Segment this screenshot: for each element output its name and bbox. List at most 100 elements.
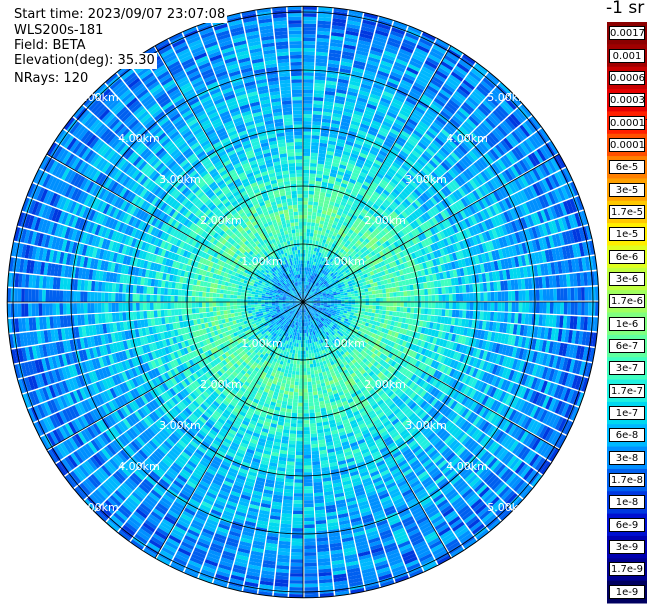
- beta-cell: [320, 188, 327, 193]
- beta-cell: [369, 196, 377, 204]
- beta-cell: [354, 290, 358, 294]
- beta-cell: [414, 295, 418, 302]
- beta-cell: [304, 267, 307, 271]
- beta-cell: [322, 274, 327, 279]
- beta-cell: [303, 51, 315, 56]
- beta-cell: [408, 214, 416, 222]
- beta-cell: [339, 164, 347, 170]
- beta-cell: [306, 336, 309, 341]
- beta-cell: [379, 306, 383, 310]
- beta-cell: [431, 302, 436, 309]
- beta-cell: [311, 142, 319, 147]
- beta-cell: [469, 284, 474, 293]
- beta-cell: [303, 27, 316, 31]
- beta-cell: [470, 68, 484, 80]
- beta-cell: [322, 174, 330, 180]
- beta-cell: [323, 199, 330, 205]
- beta-cell: [327, 222, 333, 228]
- beta-cell: [391, 125, 402, 133]
- beta-cell: [504, 302, 509, 312]
- beta-cell: [319, 281, 323, 285]
- beta-cell: [421, 153, 431, 162]
- beta-cell: [416, 44, 430, 54]
- beta-cell: [321, 242, 326, 247]
- beta-cell: [323, 235, 328, 241]
- beta-cell: [438, 201, 446, 211]
- beta-cell: [359, 123, 370, 130]
- beta-cell: [412, 84, 424, 94]
- beta-cell: [438, 190, 447, 199]
- beta-cell: [303, 173, 310, 177]
- beta-cell: [380, 192, 388, 199]
- beta-cell: [352, 67, 364, 74]
- beta-cell: [429, 207, 437, 217]
- beta-cell: [375, 309, 380, 314]
- beta-cell: [445, 123, 456, 134]
- beta-cell: [354, 220, 360, 226]
- beta-cell: [382, 90, 394, 99]
- beta-cell: [454, 65, 468, 76]
- beta-cell: [308, 353, 312, 358]
- beta-cell: [484, 136, 495, 148]
- beta-cell: [361, 305, 366, 309]
- beta-cell: [328, 56, 341, 62]
- beta-cell: [312, 117, 322, 122]
- beta-cell: [508, 133, 519, 146]
- beta-cell: [461, 123, 472, 134]
- beta-cell: [454, 177, 463, 187]
- beta-cell: [358, 264, 364, 269]
- beta-cell: [416, 186, 424, 195]
- beta-cell: [303, 291, 305, 296]
- beta-cell: [329, 266, 334, 271]
- beta-cell: [308, 271, 311, 276]
- beta-cell: [329, 230, 334, 236]
- beta-cell: [435, 38, 450, 49]
- beta-cell: [387, 245, 394, 252]
- beta-cell: [386, 196, 394, 204]
- beta-cell: [363, 193, 371, 200]
- beta-cell: [313, 280, 317, 285]
- beta-cell: [311, 135, 320, 140]
- beta-cell: [445, 80, 458, 91]
- beta-cell: [308, 398, 314, 403]
- beta-cell: [324, 243, 329, 248]
- beta-cell: [360, 220, 367, 226]
- beta-cell: [433, 169, 442, 178]
- beta-cell: [306, 274, 309, 279]
- beta-cell: [370, 224, 377, 231]
- beta-cell: [386, 111, 397, 119]
- beta-cell: [435, 166, 445, 176]
- beta-cell: [352, 187, 360, 194]
- beta-cell: [314, 352, 318, 357]
- beta-cell: [316, 212, 322, 217]
- beta-cell: [333, 106, 344, 112]
- beta-cell: [570, 302, 575, 315]
- beta-cell: [361, 270, 367, 275]
- beta-cell: [304, 291, 306, 296]
- beta-cell: [408, 231, 415, 239]
- beta-cell: [567, 287, 571, 301]
- beta-cell: [457, 199, 466, 209]
- beta-cell: [379, 63, 392, 71]
- beta-cell: [351, 293, 355, 297]
- beta-cell: [351, 245, 357, 251]
- beta-cell: [303, 138, 311, 143]
- beta-cell: [342, 237, 348, 243]
- beta-cell: [435, 94, 448, 105]
- beta-cell: [354, 304, 359, 308]
- beta-cell: [393, 248, 399, 255]
- beta-cell: [304, 270, 307, 275]
- beta-cell: [324, 161, 332, 166]
- beta-cell: [468, 71, 482, 83]
- beta-cell: [414, 126, 425, 136]
- beta-cell: [318, 227, 323, 232]
- beta-cell: [417, 141, 428, 150]
- beta-cell: [305, 292, 308, 296]
- beta-cell: [445, 302, 450, 309]
- beta-cell: [320, 135, 329, 141]
- beta-cell: [306, 293, 310, 297]
- beta-cell: [318, 153, 326, 158]
- beta-cell: [308, 295, 312, 298]
- beta-cell: [326, 147, 335, 153]
- beta-cell: [307, 339, 310, 344]
